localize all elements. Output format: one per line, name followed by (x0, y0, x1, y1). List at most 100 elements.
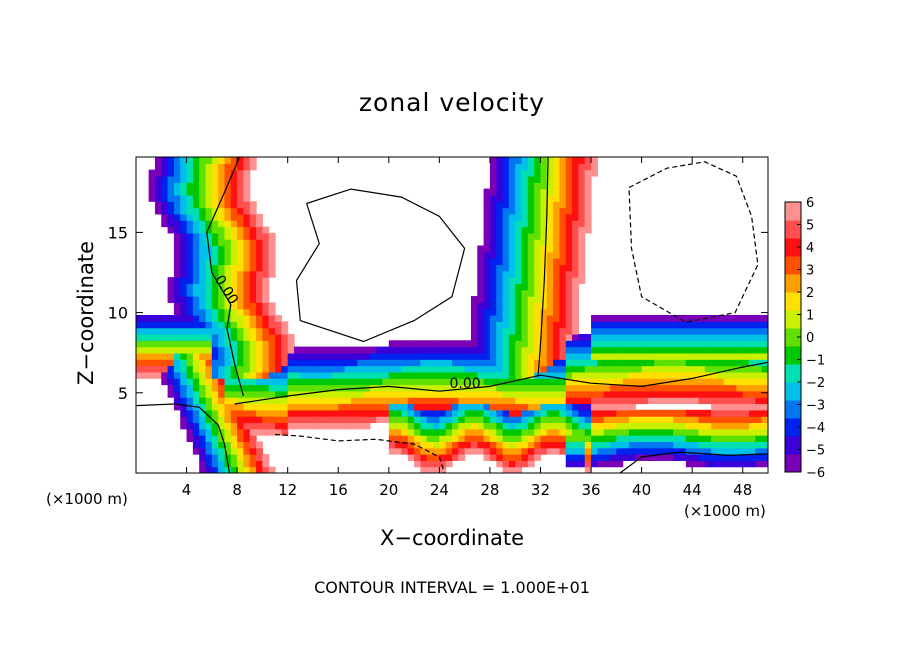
field-cell (730, 333, 737, 341)
field-cell (161, 321, 169, 329)
field-cell (483, 213, 491, 221)
field-cell (211, 454, 219, 461)
field-cell (540, 188, 548, 196)
field-cell (572, 371, 579, 379)
field-cell (262, 283, 270, 291)
field-cell (477, 384, 485, 392)
field-cell (243, 175, 251, 183)
field-cell (565, 169, 573, 177)
field-cell (496, 378, 504, 386)
field-cell (749, 352, 756, 360)
colorbar-label: −3 (806, 399, 825, 414)
field-cell (660, 384, 668, 392)
field-cell (685, 397, 693, 405)
field-cell (218, 213, 226, 221)
field-cell (508, 239, 516, 247)
field-cell (660, 333, 668, 341)
field-cell (666, 327, 674, 335)
field-cell (584, 403, 592, 411)
field-cell (237, 245, 245, 253)
field-cell (546, 163, 554, 171)
field-cell (761, 390, 768, 398)
field-cell (237, 466, 245, 473)
field-cell (275, 346, 282, 354)
field-cell (464, 422, 472, 430)
field-cell (407, 371, 415, 379)
field-cell (230, 232, 238, 240)
field-cell (717, 403, 725, 411)
field-cell (369, 352, 377, 360)
field-cell (515, 296, 523, 303)
field-cell (496, 308, 504, 316)
field-cell (489, 169, 497, 177)
field-cell (540, 422, 548, 430)
field-cell (439, 403, 447, 411)
field-cell (597, 435, 605, 442)
field-cell (243, 384, 251, 392)
field-cell (641, 365, 649, 373)
field-cell (192, 163, 200, 171)
field-cell (167, 321, 175, 329)
field-cell (572, 182, 579, 190)
field-cell (496, 321, 504, 329)
field-cell (224, 169, 232, 177)
field-cell (426, 441, 434, 449)
field-cell (483, 346, 491, 354)
field-cell (578, 201, 586, 209)
field-cell (685, 333, 693, 341)
field-cell (205, 384, 213, 392)
field-cell (534, 163, 542, 171)
field-cell (489, 270, 497, 278)
field-cell (761, 327, 768, 335)
field-cell (546, 435, 554, 442)
field-cell (275, 378, 282, 386)
field-cell (439, 384, 447, 392)
field-cell (357, 403, 365, 411)
field-cell (224, 289, 232, 297)
field-cell (591, 378, 598, 386)
field-cell (262, 384, 270, 392)
field-cell (414, 359, 421, 367)
field-cell (666, 333, 674, 341)
field-cell (136, 352, 143, 360)
field-cell (704, 359, 712, 367)
field-cell (192, 157, 200, 164)
field-cell (262, 397, 270, 405)
field-cell (521, 371, 529, 379)
field-cell (603, 416, 611, 424)
field-cell (180, 182, 188, 190)
field-cell (565, 315, 573, 322)
field-cell (553, 352, 561, 360)
field-cell (294, 352, 301, 360)
field-cell (173, 239, 181, 247)
contour-line (136, 403, 231, 473)
field-cell (527, 441, 535, 449)
field-cell (483, 359, 491, 367)
field-cell (610, 397, 617, 405)
field-cell (173, 378, 181, 386)
field-cell (439, 397, 447, 405)
field-cell (256, 422, 263, 430)
field-cell (319, 352, 327, 360)
field-cell (199, 403, 207, 411)
field-cell (243, 327, 251, 335)
field-cell (578, 226, 586, 234)
field-cell (192, 422, 200, 430)
field-cell (167, 359, 175, 367)
field-cell (192, 226, 200, 234)
field-cell (761, 378, 768, 386)
field-cell (502, 175, 510, 183)
field-cell (439, 447, 447, 455)
field-cell (249, 302, 257, 310)
field-cell (395, 371, 403, 379)
field-cell (426, 422, 434, 430)
field-cell (331, 378, 339, 386)
field-cell (508, 460, 516, 468)
field-cell (761, 454, 768, 461)
field-cell (502, 346, 510, 354)
field-cell (546, 220, 554, 228)
field-cell (515, 397, 523, 405)
field-cell (256, 283, 263, 291)
field-cell (527, 283, 535, 291)
field-cell (647, 416, 655, 424)
